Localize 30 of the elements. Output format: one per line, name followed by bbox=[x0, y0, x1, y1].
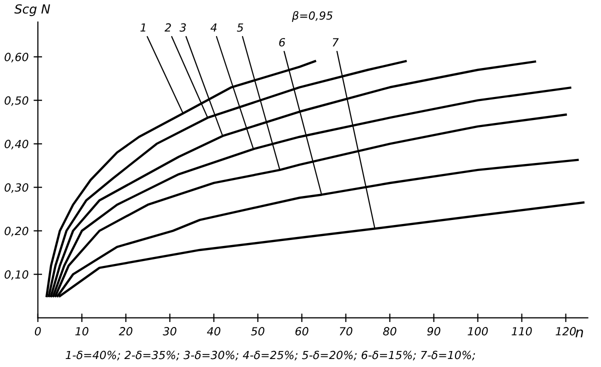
x-tick-label: 50 bbox=[250, 327, 264, 336]
x-axis-title: n bbox=[576, 329, 583, 338]
annotation: 6 bbox=[279, 38, 286, 46]
text: β=0,95 bbox=[292, 11, 332, 22]
y-tick-label: 0,20 bbox=[4, 226, 28, 236]
x-tick-label: 100 bbox=[468, 327, 488, 336]
x-tick-label: 60 bbox=[295, 327, 308, 336]
y-axis-title: Scg N bbox=[14, 4, 50, 16]
x-tick-label: 120 bbox=[556, 327, 576, 336]
x-tick-label: 110 bbox=[512, 327, 532, 336]
x-tick-label: 90 bbox=[427, 327, 440, 336]
x-tick-label: 0 bbox=[34, 327, 41, 336]
y-tick-label: 0,10 bbox=[4, 270, 28, 280]
annotation: 1 bbox=[140, 23, 146, 32]
y-tick-label: 0,30 bbox=[4, 183, 28, 193]
x-tick-label: 30 bbox=[162, 327, 176, 336]
y-tick-label: 0,60 bbox=[4, 52, 28, 62]
annotation: 7 bbox=[332, 38, 339, 46]
annotation: 2 bbox=[164, 23, 171, 32]
y-tick-label: 0,40 bbox=[4, 140, 28, 150]
annotation: 3 bbox=[180, 23, 186, 32]
annotation: 4 bbox=[210, 23, 217, 32]
x-tick-label: 70 bbox=[340, 327, 352, 336]
x-tick-label: 10 bbox=[75, 327, 88, 336]
x-tick-label: 80 bbox=[383, 327, 396, 336]
text: 1-δ=40%; 2-δ=35%; 3-δ=30%; 4-δ=25%; 5-δ=20%; 6-δ=15%; 7-δ=10%; bbox=[66, 350, 475, 360]
x-tick-label: 20 bbox=[118, 327, 132, 336]
x-tick-label: 40 bbox=[206, 327, 220, 336]
annotation: 5 bbox=[236, 23, 244, 32]
y-tick-label: 0,50 bbox=[4, 96, 28, 106]
